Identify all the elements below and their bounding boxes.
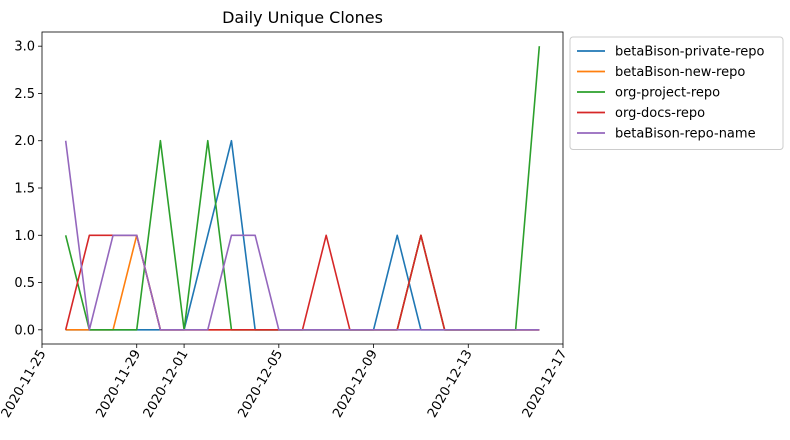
x-tick-label: 2020-12-17 [520, 348, 571, 421]
y-tick-label: 3.0 [14, 40, 35, 55]
series-line-betabison-repo-name [64, 140, 540, 331]
chart-title: Daily Unique Clones [222, 8, 383, 27]
x-tick-label: 2020-12-13 [425, 347, 476, 420]
x-tick-label: 2020-12-09 [330, 348, 381, 421]
legend-label-betabison-repo-name: betaBison-repo-name [615, 127, 756, 142]
x-tick-label: 2020-12-01 [141, 348, 192, 421]
legend-label-betabison-private-repo: betaBison-private-repo [615, 45, 764, 60]
series-line-org-project-repo [64, 46, 541, 331]
y-tick-label: 2.5 [14, 87, 35, 102]
series-line-org-docs-repo [64, 234, 540, 331]
y-tick-label: 1.0 [14, 229, 35, 244]
legend-label-org-docs-repo: org-docs-repo [615, 106, 705, 121]
y-tick-label: 0.5 [14, 276, 35, 291]
x-tick-label: 2020-12-05 [236, 348, 287, 421]
y-tick-label: 1.5 [14, 182, 35, 197]
legend-box [569, 36, 784, 150]
plot-area [41, 31, 564, 345]
y-tick-label: 2.0 [14, 134, 35, 149]
y-tick-label: 0.0 [14, 323, 35, 338]
legend-label-org-project-repo: org-project-repo [615, 86, 720, 101]
y-axis: 0.0 0.5 1.0 1.5 2.0 2.5 3.0 [14, 40, 42, 338]
x-tick-label: 2020-11-25 [0, 348, 49, 421]
plot-frame [41, 31, 564, 345]
series-group [64, 46, 541, 331]
x-tick-label: 2020-11-29 [93, 348, 144, 421]
legend: betaBison-private-repo betaBison-new-repo… [569, 36, 784, 150]
series-line-betabison-new-repo [65, 234, 540, 331]
legend-label-betabison-new-repo: betaBison-new-repo [615, 65, 745, 80]
